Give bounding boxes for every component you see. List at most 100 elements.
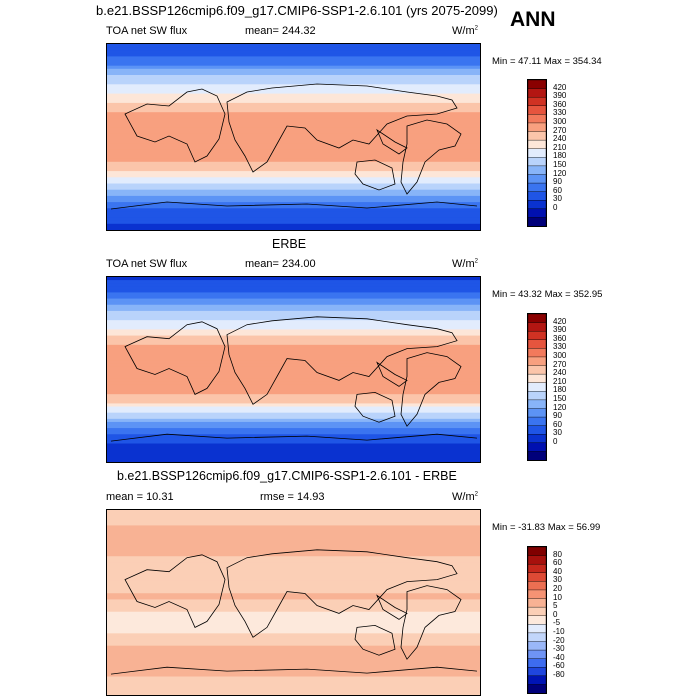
colorbar-swatch: [528, 434, 546, 444]
lat-band: [107, 556, 480, 560]
lat-band: [107, 280, 480, 284]
lat-band: [107, 537, 480, 542]
lat-band: [107, 577, 480, 582]
lat-band: [107, 400, 480, 405]
panel3-rmse: rmse = 14.93: [260, 491, 325, 503]
lat-band: [107, 99, 480, 104]
lat-band: [107, 71, 480, 76]
colorbar-tick-label: 210: [553, 376, 567, 386]
lat-band: [107, 289, 480, 294]
lat-band: [107, 195, 480, 200]
colorbar-swatch: [528, 391, 546, 401]
lat-band: [107, 133, 480, 138]
lat-band: [107, 369, 480, 374]
lat-band: [107, 155, 480, 160]
lat-band: [107, 341, 480, 346]
colorbar-swatch: [528, 322, 546, 332]
panel1-map-svg: [107, 44, 480, 230]
lat-band: [107, 580, 480, 585]
lat-band: [107, 50, 480, 54]
panel1-minmax: Min = 47.11 Max = 354.34: [492, 56, 602, 67]
lat-band: [107, 192, 480, 197]
lat-band: [107, 164, 480, 169]
colorbar-swatch: [528, 356, 546, 367]
colorbar-swatch: [528, 131, 546, 141]
panel2-units: W/m2: [452, 258, 478, 270]
season-label: ANN: [510, 8, 556, 31]
lat-band: [107, 617, 480, 622]
lat-band: [107, 140, 480, 144]
lat-band: [107, 670, 480, 675]
colorbar-swatch: [528, 606, 546, 617]
lat-band: [107, 431, 480, 435]
colorbar-swatch: [528, 641, 546, 651]
panel3-colorbar-labels: 80 60 40 30 20 10 5 0 -5 -10 -20 -30 -40 -60 -80: [553, 546, 593, 692]
lat-band: [107, 56, 480, 61]
lat-band: [107, 143, 480, 147]
panel2-max-label: Max =: [544, 289, 571, 300]
lat-band: [107, 642, 480, 647]
lat-band: [107, 559, 480, 564]
lat-band: [107, 605, 480, 610]
lat-band: [107, 171, 480, 175]
coastline: [124, 88, 226, 163]
lat-band: [107, 651, 480, 656]
colorbar-swatch: [528, 105, 546, 115]
colorbar-tick-label: 270: [553, 125, 567, 135]
colorbar-tick-label: 30: [553, 428, 562, 438]
colorbar-swatch: [528, 399, 546, 409]
lat-band: [107, 59, 480, 64]
lat-band: [107, 326, 480, 331]
lat-band: [107, 440, 480, 445]
colorbar-tick-label: 90: [553, 177, 562, 187]
colorbar-tick-label: 390: [553, 325, 567, 335]
colorbar-swatch: [528, 581, 546, 591]
lat-band: [107, 47, 480, 51]
panel2-max-value: 352.95: [573, 289, 603, 300]
colorbar-swatch: [528, 547, 546, 557]
lat-band: [107, 443, 480, 448]
panel2-mean-value: 234.00: [282, 258, 316, 270]
lat-band: [107, 146, 480, 150]
lat-band: [107, 323, 480, 327]
colorbar-tick-label: 300: [553, 350, 567, 360]
colorbar-tick-label: 90: [553, 411, 562, 421]
panel2-units-exp: 2: [474, 258, 478, 265]
colorbar-swatch: [528, 589, 546, 600]
colorbar-tick-label: 20: [553, 583, 562, 593]
panel1-variable-label: TOA net SW flux: [106, 25, 188, 37]
lat-band: [107, 62, 480, 67]
lat-band: [107, 645, 480, 650]
lat-band: [107, 406, 480, 411]
panel3-units-exp: 2: [474, 491, 478, 498]
lat-band: [107, 283, 480, 287]
lat-band: [107, 344, 480, 349]
panel3-title: b.e21.BSSP126cmip6.f09_g17.CMIP6-SSP1-2.…: [117, 469, 457, 483]
lat-band: [107, 611, 480, 616]
colorbar-swatch: [528, 598, 546, 608]
lat-band: [107, 338, 480, 343]
lat-band: [107, 329, 480, 334]
lat-band: [107, 208, 480, 212]
lat-band: [107, 403, 480, 408]
lat-band: [107, 223, 480, 228]
lat-band: [107, 384, 480, 389]
panel2-min-value: 43.32: [518, 289, 542, 300]
lat-band: [107, 452, 480, 457]
lat-band: [107, 214, 480, 219]
panel1-units-text: W/m: [452, 25, 475, 37]
lat-band: [107, 412, 480, 417]
lat-band: [107, 226, 480, 230]
colorbar-swatch: [528, 165, 546, 175]
colorbar-swatch: [528, 88, 546, 98]
colorbar-tick-label: -30: [553, 644, 565, 654]
lat-band: [107, 574, 480, 579]
coastline: [110, 433, 478, 442]
colorbar-tick-label: -60: [553, 661, 565, 671]
lat-band: [107, 301, 480, 306]
panel1-colorbar-labels: 420 390 360 330 300 270 240 210 180 150 120 90 60 30 0: [553, 79, 593, 225]
panel3-mean-label: mean =: [106, 491, 143, 503]
panel3-min-value: -31.83: [518, 522, 546, 533]
coastline: [124, 554, 226, 628]
lat-band: [107, 679, 480, 684]
